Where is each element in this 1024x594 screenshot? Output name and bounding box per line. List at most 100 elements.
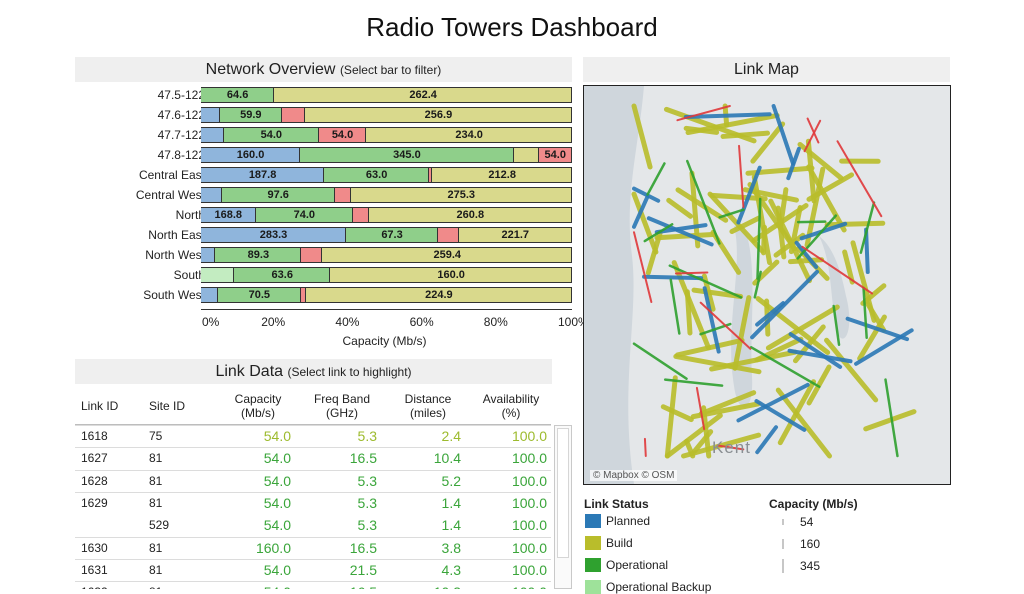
table-cell-site-id[interactable]: 75 (149, 426, 162, 446)
table-cell-link-id[interactable]: 1631 (81, 560, 108, 580)
table-cell-value[interactable]: 54.0 (225, 471, 291, 491)
link-map-header: Link Map (583, 57, 950, 82)
table-cell-value[interactable]: 54.0 (225, 426, 291, 446)
table-cell-value[interactable]: 21.5 (307, 560, 377, 580)
table-cell-link-id[interactable]: 1632 (81, 582, 108, 589)
link-map-canvas[interactable] (584, 86, 950, 484)
table-cell-value[interactable]: 4.3 (395, 560, 461, 580)
bar-segment-label: 212.8 (432, 168, 572, 182)
bar-segment[interactable] (201, 187, 222, 203)
bar-segment[interactable] (201, 267, 234, 283)
table-cell-value[interactable]: 16.5 (307, 448, 377, 468)
bar-category-label[interactable]: 47.8-122 (158, 148, 205, 162)
table-cell-site-id[interactable]: 81 (149, 538, 162, 558)
table-cell-value[interactable]: 54.0 (225, 560, 291, 580)
table-cell-value[interactable]: 100.0 (475, 538, 547, 558)
map-link (757, 427, 776, 452)
bar-segment[interactable] (201, 107, 220, 123)
link-data-table[interactable]: Link ID Site ID Capacity(Mb/s) Freq Band(GH… (75, 386, 555, 589)
table-cell-value[interactable]: 5.2 (395, 471, 461, 491)
bar-segment-label: 70.5 (218, 288, 301, 302)
bar-segment-label: 259.4 (322, 248, 572, 262)
bar-segment[interactable] (201, 127, 224, 143)
map-water-lake (731, 226, 752, 407)
table-cell-value[interactable]: 54.0 (225, 582, 291, 589)
table-cell-value[interactable]: 100.0 (475, 471, 547, 491)
bar-segment-label: 54.0 (539, 148, 572, 162)
table-column-header[interactable]: Freq Band(GHz) (307, 392, 377, 420)
map-link (667, 378, 675, 456)
bar-segment[interactable] (201, 247, 215, 263)
table-cell-value[interactable]: 100.0 (475, 493, 547, 513)
bar-segment[interactable] (335, 187, 351, 203)
table-column-header[interactable]: Link ID (81, 399, 141, 413)
bar-category-label[interactable]: 47.6-122 (158, 108, 205, 122)
table-cell-value[interactable]: 54.0 (225, 515, 291, 535)
link-data-subtitle: (Select link to highlight) (287, 365, 411, 379)
capacity-legend-label: 345 (800, 559, 820, 573)
bar-segment-label: 256.9 (305, 108, 572, 122)
table-cell-value[interactable]: 5.3 (307, 493, 377, 513)
bar-segment[interactable] (438, 227, 458, 243)
table-cell-value[interactable]: 2.4 (395, 426, 461, 446)
bar-category-label[interactable]: South West (143, 288, 205, 302)
bar-segment[interactable] (201, 287, 218, 303)
link-status-swatch (585, 514, 601, 528)
bar-segment[interactable] (282, 107, 305, 123)
table-cell-site-id[interactable]: 81 (149, 560, 162, 580)
table-cell-value[interactable]: 16.5 (307, 582, 377, 589)
table-cell-value[interactable]: 3.8 (395, 538, 461, 558)
table-cell-link-id[interactable]: 1629 (81, 493, 108, 513)
bar-category-label[interactable]: 47.5-122 (158, 88, 205, 102)
table-column-header[interactable]: Distance(miles) (395, 392, 461, 420)
capacity-size-mark (782, 519, 784, 525)
table-cell-site-id[interactable]: 81 (149, 448, 162, 468)
dashboard-title: Radio Towers Dashboard (0, 12, 1024, 43)
table-cell-link-id[interactable]: 1628 (81, 471, 108, 491)
table-column-header[interactable]: Availability(%) (475, 392, 547, 420)
table-cell-value[interactable]: 16.5 (307, 538, 377, 558)
bar-segment-label: 187.8 (201, 168, 324, 182)
bar-segment[interactable] (301, 247, 322, 263)
bar-segment-label: 160.0 (330, 268, 572, 282)
table-column-header[interactable]: Site ID (149, 399, 209, 413)
table-cell-site-id[interactable]: 81 (149, 582, 162, 589)
table-cell-value[interactable]: 100.0 (475, 448, 547, 468)
bar-segment[interactable] (514, 147, 539, 163)
table-scrollbar-thumb[interactable] (557, 428, 569, 558)
table-cell-site-id[interactable]: 81 (149, 493, 162, 513)
table-cell-site-id[interactable]: 529 (149, 515, 169, 535)
capacity-legend-label: 54 (800, 515, 813, 529)
bar-category-label[interactable]: 47.7-122 (158, 128, 205, 142)
table-cell-value[interactable]: 54.0 (225, 448, 291, 468)
table-cell-link-id[interactable]: 1627 (81, 448, 108, 468)
map-link (671, 280, 680, 334)
table-cell-value[interactable]: 100.0 (475, 582, 547, 589)
bar-segment-label: 74.0 (256, 208, 353, 222)
bar-category-label[interactable]: Central East (139, 168, 205, 182)
table-cell-value[interactable]: 5.3 (307, 471, 377, 491)
table-cell-value[interactable]: 100.0 (475, 560, 547, 580)
table-cell-value[interactable]: 54.0 (225, 493, 291, 513)
table-cell-site-id[interactable]: 81 (149, 471, 162, 491)
bar-category-label[interactable]: North West (145, 248, 205, 262)
table-cell-value[interactable]: 100.0 (475, 426, 547, 446)
table-cell-value[interactable]: 10.4 (395, 448, 461, 468)
table-cell-value[interactable]: 5.3 (307, 426, 377, 446)
table-cell-value[interactable]: 1.4 (395, 493, 461, 513)
map-attribution[interactable]: © Mapbox © OSM (590, 470, 677, 481)
table-cell-value[interactable]: 100.0 (475, 515, 547, 535)
table-column-header[interactable]: Capacity(Mb/s) (225, 392, 291, 420)
bar-category-label[interactable]: Central West (136, 188, 205, 202)
table-cell-value[interactable]: 160.0 (225, 538, 291, 558)
capacity-size-mark (782, 539, 784, 549)
bar-category-label[interactable]: North East (148, 228, 205, 242)
table-cell-value[interactable]: 10.3 (395, 582, 461, 589)
table-cell-value[interactable]: 1.4 (395, 515, 461, 535)
table-cell-value[interactable]: 5.3 (307, 515, 377, 535)
link-map[interactable]: Kent © Mapbox © OSM (583, 85, 951, 485)
table-cell-link-id[interactable]: 1630 (81, 538, 108, 558)
bar-segment[interactable] (353, 207, 369, 223)
table-cell-link-id[interactable]: 1618 (81, 426, 108, 446)
